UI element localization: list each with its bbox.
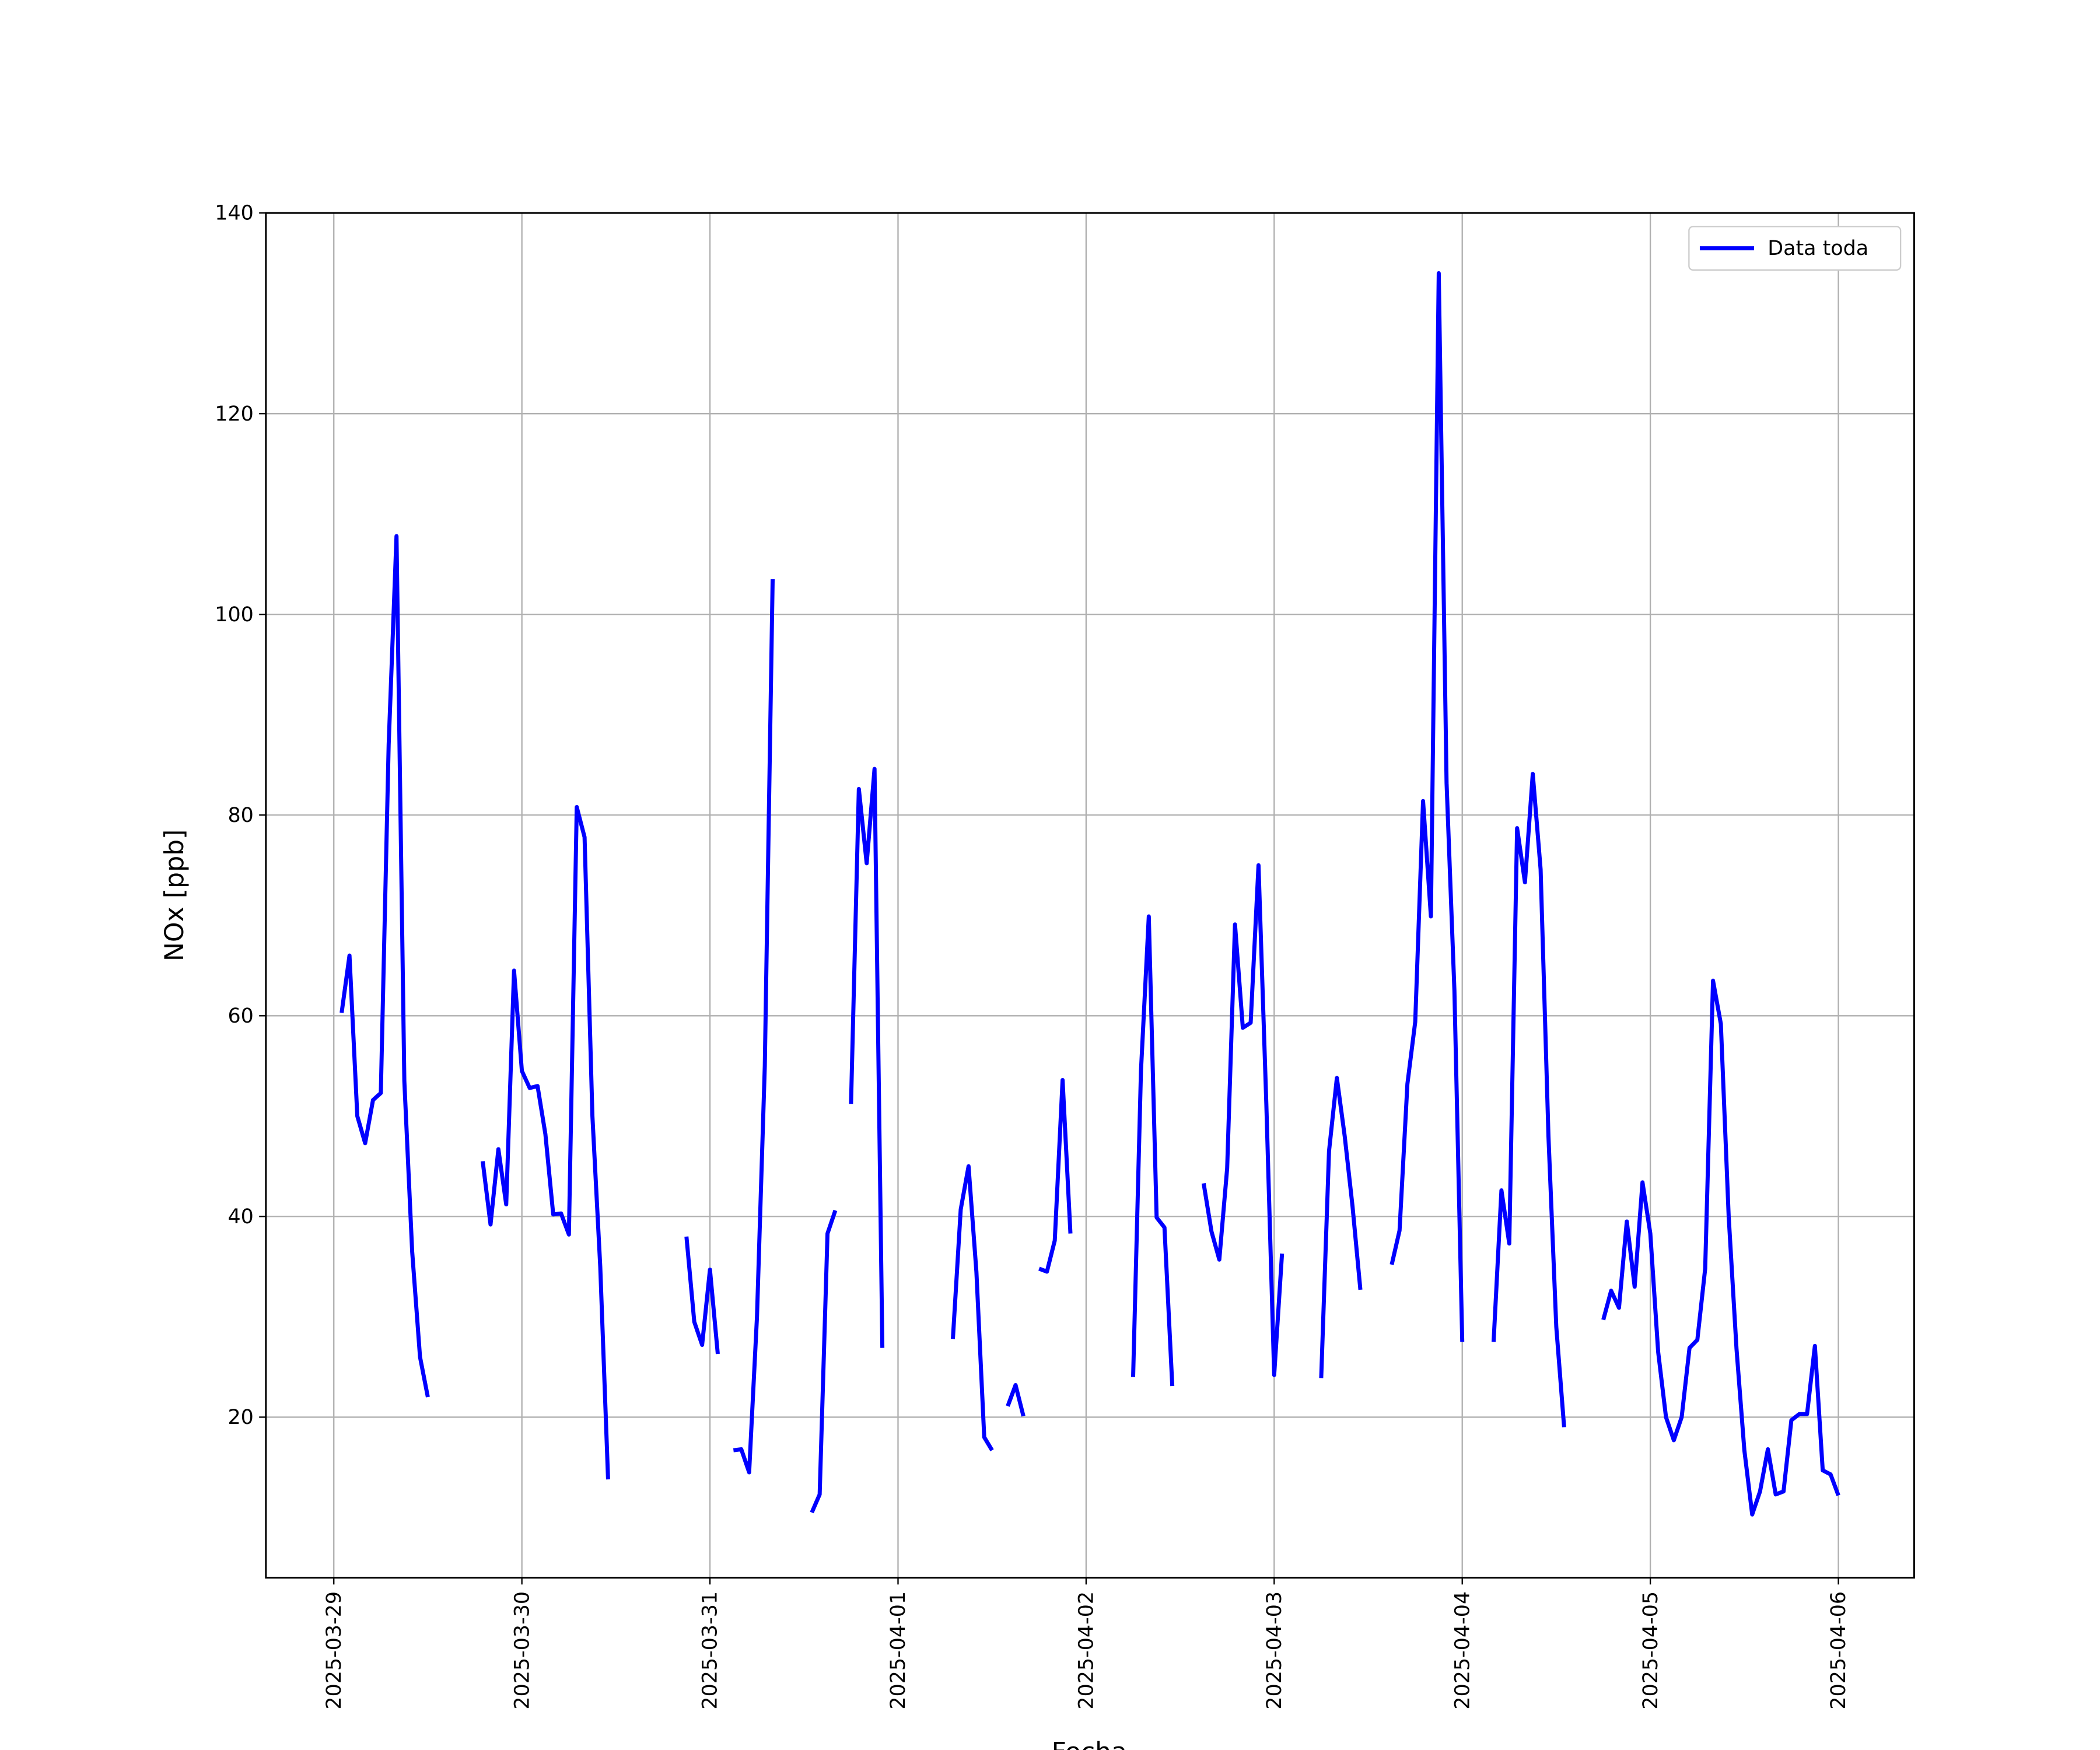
x-tick-label: 2025-04-04 — [1451, 1591, 1474, 1710]
plot-frame — [265, 212, 1915, 1579]
x-tick-label: 2025-03-29 — [323, 1591, 346, 1710]
y-tick-label: 40 — [228, 1205, 253, 1228]
x-tick-label: 2025-04-02 — [1075, 1591, 1098, 1710]
y-axis-label: NOx [ppb] — [160, 830, 190, 962]
x-tick-label: 2025-04-05 — [1639, 1591, 1662, 1710]
x-tick-label: 2025-03-31 — [699, 1591, 722, 1710]
y-tick-label: 140 — [215, 202, 254, 225]
x-tick-label: 2025-04-01 — [887, 1591, 910, 1710]
data-line — [340, 271, 1840, 1517]
legend-label: Data toda — [1768, 237, 1868, 260]
x-tick-label: 2025-03-30 — [510, 1591, 534, 1710]
x-axis-label: Fecha — [1052, 1738, 1128, 1750]
y-tick-label: 100 — [215, 603, 254, 626]
x-tick-label: 2025-04-03 — [1263, 1591, 1286, 1710]
y-tick-label: 80 — [228, 804, 253, 827]
y-tick-label: 20 — [228, 1406, 253, 1429]
x-tick-label: 2025-04-06 — [1827, 1591, 1850, 1710]
legend-box — [1688, 226, 1902, 271]
y-tick-label: 60 — [228, 1005, 253, 1028]
y-tick-label: 120 — [215, 402, 254, 426]
